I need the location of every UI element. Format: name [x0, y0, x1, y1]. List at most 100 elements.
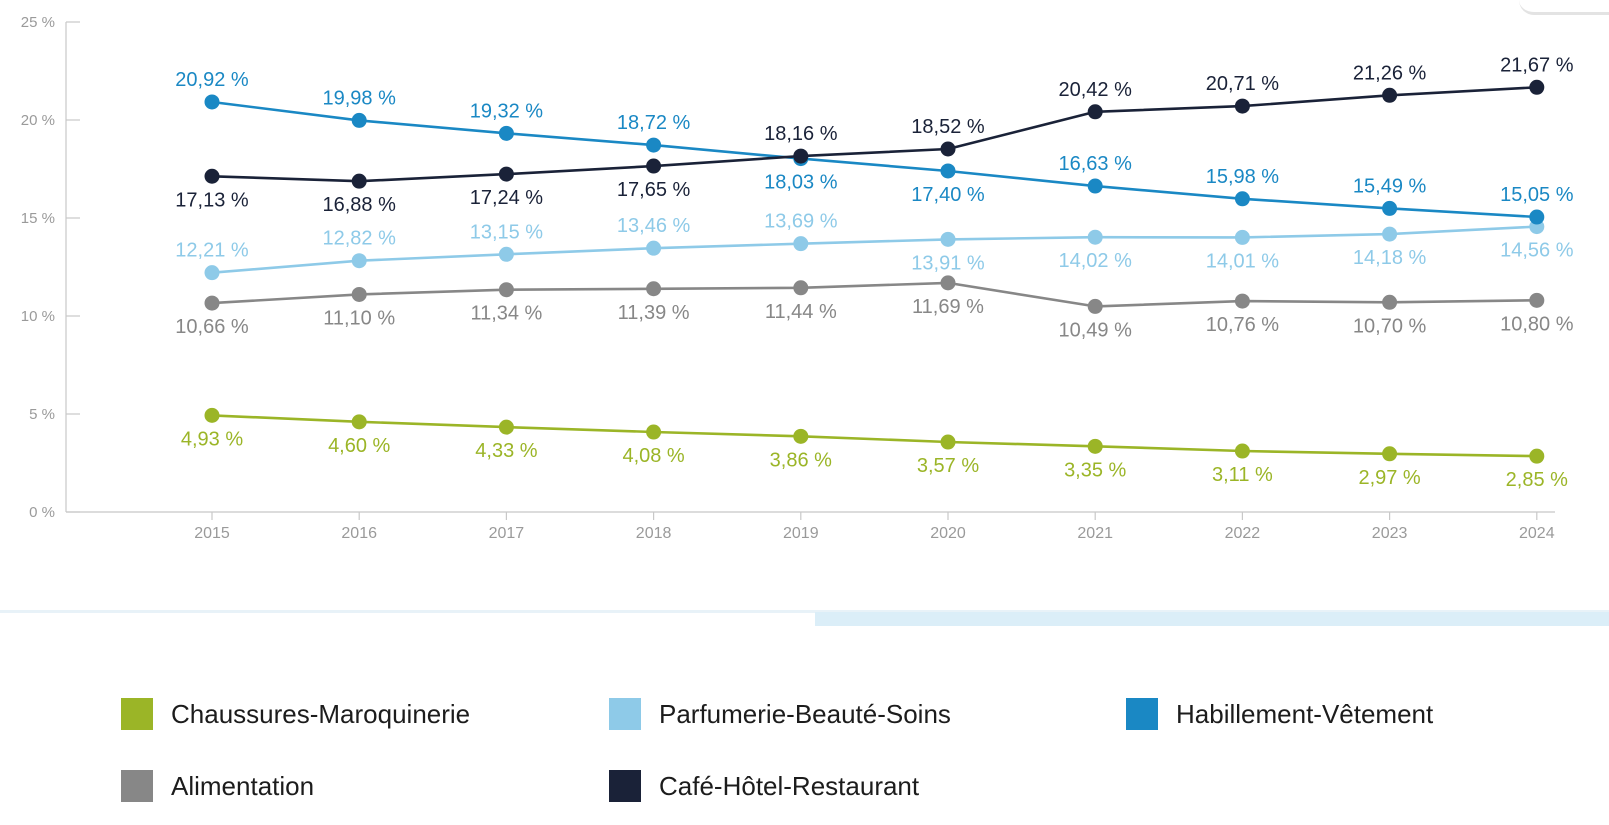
data-label: 16,88 %: [323, 194, 397, 216]
data-label: 10,66 %: [175, 316, 249, 338]
data-label: 14,18 %: [1353, 247, 1427, 269]
data-point: [351, 253, 367, 269]
data-label: 21,67 %: [1500, 54, 1574, 76]
data-point: [351, 286, 367, 302]
legend-item-chaussures-maroquinerie: Chaussures-Maroquinerie: [121, 698, 470, 730]
data-label: 13,69 %: [764, 211, 838, 233]
data-label: 21,26 %: [1353, 62, 1427, 84]
series-line: [211, 414, 1537, 458]
data-label: 11,69 %: [912, 296, 984, 318]
data-label: 15,05 %: [1500, 184, 1574, 206]
data-point: [1529, 209, 1545, 225]
legend-item-parfumerie-beaute-soins: Parfumerie-Beauté-Soins: [609, 698, 951, 730]
data-label: 11,44 %: [765, 301, 837, 323]
data-point: [940, 275, 956, 291]
data-label: 2,85 %: [1506, 469, 1568, 491]
data-point: [1234, 229, 1250, 245]
data-point: [204, 168, 220, 184]
data-point: [793, 280, 809, 296]
corner-decoration: [1519, 0, 1609, 15]
data-point: [1087, 298, 1103, 314]
data-label: 20,42 %: [1059, 79, 1133, 101]
data-label: 3,35 %: [1064, 459, 1126, 481]
data-label: 3,57 %: [917, 455, 979, 477]
series-line: [211, 225, 1537, 274]
legend-label: Chaussures-Maroquinerie: [171, 698, 471, 729]
line-chart: 0 % 5 % 10 % 15 % 20 % 25 % 2015 2016 2017 2018 20…: [21, 14, 1574, 542]
data-point: [498, 282, 514, 298]
data-point: [1087, 104, 1103, 120]
legend-swatch: [609, 698, 641, 730]
data-label: 4,93 %: [181, 428, 243, 450]
data-point: [793, 428, 809, 444]
data-label: 10,80 %: [1500, 313, 1574, 335]
separator-line: [0, 610, 1609, 613]
legend-label: Alimentation: [171, 770, 315, 801]
data-point: [1382, 446, 1398, 462]
data-label: 12,21 %: [175, 240, 249, 262]
data-label: 11,10 %: [323, 307, 395, 329]
data-label: 10,76 %: [1206, 314, 1280, 336]
data-label: 15,49 %: [1353, 175, 1427, 197]
data-point: [351, 112, 367, 128]
data-point: [646, 281, 662, 297]
data-label: 14,02 %: [1059, 250, 1133, 272]
data-point: [1234, 293, 1250, 309]
data-point: [1382, 200, 1398, 216]
data-point: [1087, 178, 1103, 194]
data-point: [1529, 448, 1545, 464]
series-line: [211, 86, 1537, 183]
data-label: 18,03 %: [764, 172, 838, 194]
data-label: 4,60 %: [328, 435, 390, 457]
y-tick-label: 25 %: [21, 14, 55, 31]
data-label: 10,49 %: [1059, 319, 1133, 341]
data-point: [793, 236, 809, 252]
data-label: 18,72 %: [617, 112, 691, 134]
chart-legend: Chaussures-Maroquinerie Parfumerie-Beaut…: [0, 690, 1609, 825]
x-tick-label: 2015: [194, 525, 230, 542]
x-tick-label: 2021: [1077, 525, 1113, 542]
legend-swatch: [1126, 698, 1158, 730]
data-point: [793, 148, 809, 164]
data-point: [646, 424, 662, 440]
data-point: [498, 419, 514, 435]
x-tick-label: 2016: [341, 525, 377, 542]
x-tick-label: 2019: [783, 525, 819, 542]
data-point: [1382, 294, 1398, 310]
data-label: 4,33 %: [475, 440, 537, 462]
data-label: 15,98 %: [1206, 166, 1280, 188]
data-point: [1529, 79, 1545, 95]
data-label: 17,24 %: [470, 187, 544, 209]
data-label: 12,82 %: [323, 228, 397, 250]
data-point: [498, 166, 514, 182]
data-label: 4,08 %: [622, 445, 684, 467]
data-point: [351, 414, 367, 430]
legend-swatch: [121, 698, 153, 730]
x-tick-label: 2017: [489, 525, 525, 542]
data-point: [1234, 443, 1250, 459]
data-point: [940, 434, 956, 450]
series-line: [211, 100, 1537, 219]
data-point: [204, 407, 220, 423]
x-tick-label: 2018: [636, 525, 672, 542]
data-label: 17,13 %: [175, 189, 249, 211]
data-label: 13,15 %: [470, 221, 544, 243]
data-point: [204, 295, 220, 311]
data-label: 20,71 %: [1206, 73, 1280, 95]
data-point: [646, 158, 662, 174]
data-point: [940, 141, 956, 157]
data-label: 3,86 %: [770, 449, 832, 471]
y-tick-label: 5 %: [29, 406, 55, 423]
legend-item-cafe-hotel-restaurant: Café-Hôtel-Restaurant: [609, 770, 919, 802]
x-tick-label: 2022: [1225, 525, 1261, 542]
data-point: [1087, 229, 1103, 245]
data-label: 18,16 %: [764, 123, 838, 145]
separator-band: [815, 612, 1609, 626]
legend-label: Parfumerie-Beauté-Soins: [659, 698, 951, 729]
data-point: [646, 137, 662, 153]
data-label: 10,70 %: [1353, 315, 1427, 337]
data-point: [940, 231, 956, 247]
data-point: [498, 246, 514, 262]
data-point: [1234, 191, 1250, 207]
data-label: 16,63 %: [1059, 153, 1133, 175]
